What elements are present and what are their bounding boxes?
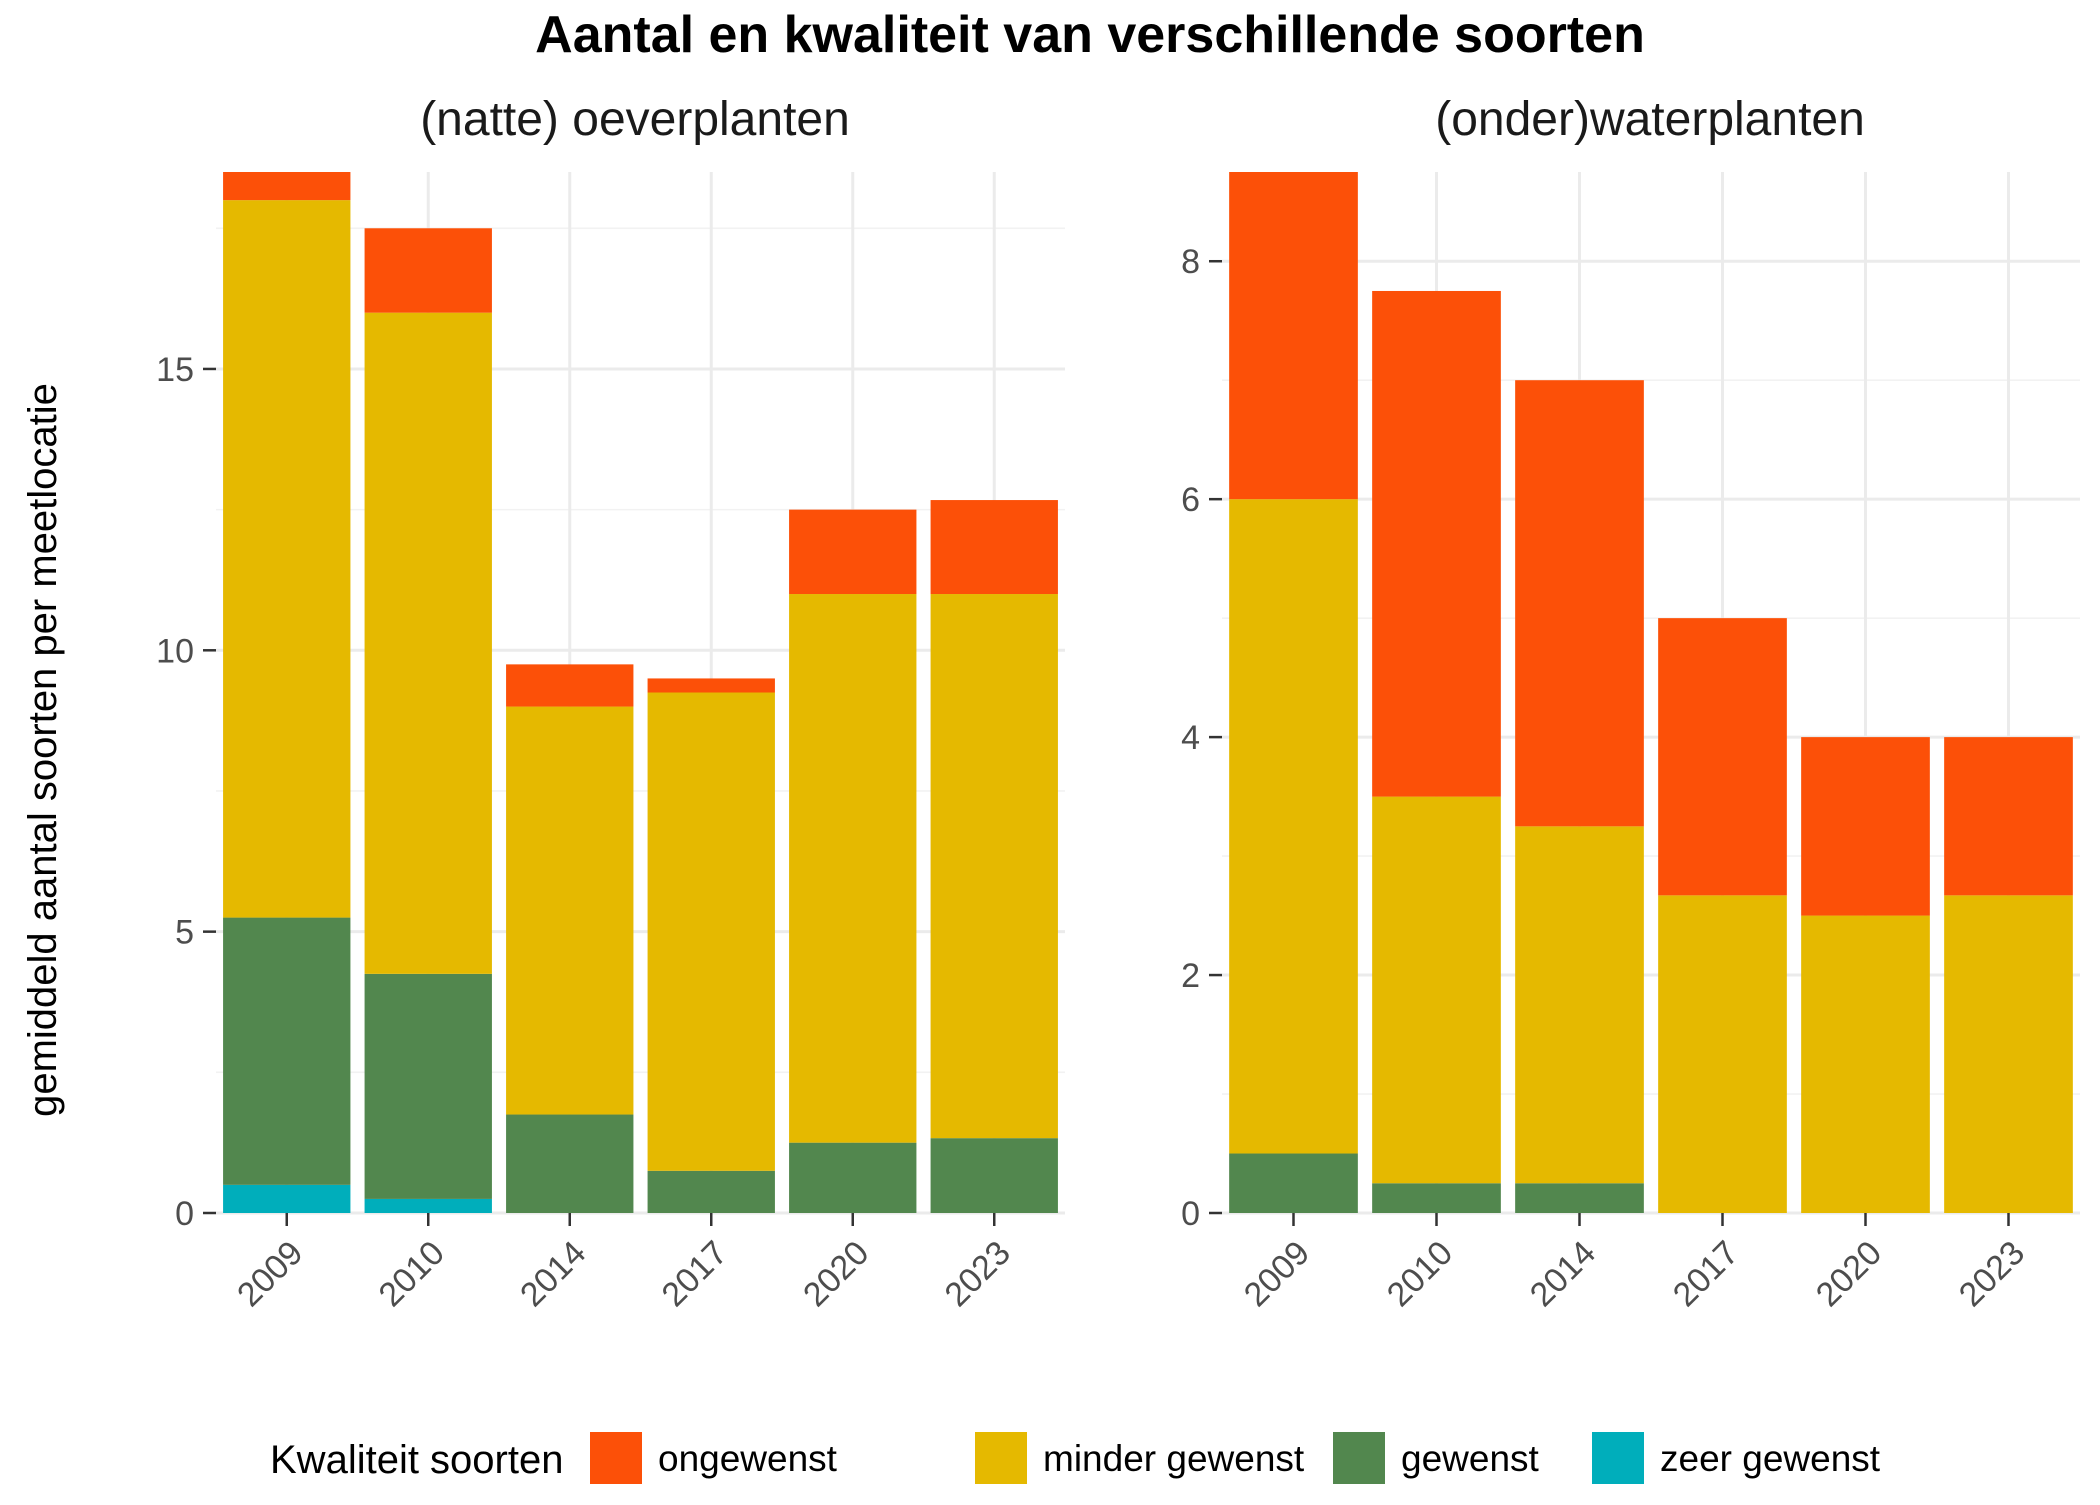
panel-oeverplanten: (natte) oeverplanten 0 5 10 15 2009 2010 2014 2…	[156, 93, 1065, 1314]
bar-segment-minder-gewenst-2014	[1515, 826, 1644, 1184]
bar-segment-gewenst-2009	[1229, 1153, 1358, 1213]
legend: Kwaliteit soorten ongewenst minder gewens…	[270, 1432, 1881, 1484]
bar-segment-gewenst-2023	[930, 1138, 1058, 1213]
bar-segment-gewenst-2009	[223, 917, 351, 1185]
legend-title: Kwaliteit soorten	[270, 1438, 563, 1482]
bar-segment-ongewenst-2020	[1801, 737, 1930, 916]
y-tick-label: 0	[1181, 1195, 1200, 1233]
bar-segment-gewenst-2017	[647, 1170, 775, 1213]
bar-segment-ongewenst-2014	[1515, 380, 1644, 827]
legend-label-minder-gewenst: minder gewenst	[1043, 1438, 1305, 1479]
bar-segment-ongewenst-2010	[1372, 290, 1501, 797]
bar-segment-ongewenst-2020	[789, 509, 917, 595]
legend-key-minder-gewenst	[975, 1432, 1027, 1484]
x-tick-label: 2020	[796, 1234, 876, 1314]
x-tick-label: 2014	[513, 1234, 593, 1314]
bar-segment-ongewenst-2017	[1658, 618, 1787, 896]
y-tick-label: 4	[1181, 719, 1200, 757]
x-tick-label: 2017	[1666, 1234, 1746, 1314]
bar-segment-minder-gewenst-2009	[223, 200, 351, 918]
x-tick-label: 2023	[938, 1234, 1018, 1314]
legend-label-ongewenst: ongewenst	[658, 1438, 838, 1479]
x-tick-label: 2009	[230, 1234, 310, 1314]
x-tick-label: 2014	[1523, 1234, 1603, 1314]
bar-segment-ongewenst-2023	[1944, 737, 2073, 896]
bar-segment-zeer-gewenst-2010	[364, 1198, 492, 1213]
bar-segment-minder-gewenst-2017	[647, 692, 775, 1171]
bar-segment-gewenst-2020	[789, 1142, 917, 1213]
chart-title: Aantal en kwaliteit van verschillende so…	[535, 6, 1645, 64]
bar-segment-gewenst-2014	[506, 1114, 634, 1213]
bar-segment-ongewenst-2014	[506, 664, 634, 707]
bar-segment-gewenst-2010	[1372, 1183, 1501, 1213]
facet-title-oeverplanten: (natte) oeverplanten	[420, 93, 850, 146]
y-tick-label: 6	[1181, 481, 1200, 519]
x-tick-label: 2009	[1237, 1234, 1317, 1314]
bar-segment-minder-gewenst-2009	[1229, 499, 1358, 1154]
bar-segment-gewenst-2014	[1515, 1183, 1644, 1213]
bar-segment-minder-gewenst-2010	[1372, 796, 1501, 1184]
legend-label-gewenst: gewenst	[1401, 1438, 1540, 1479]
bar-segment-minder-gewenst-2020	[1801, 915, 1930, 1213]
bar-segment-ongewenst-2009	[1229, 172, 1358, 500]
legend-key-zeer-gewenst	[1592, 1432, 1644, 1484]
y-tick-label: 2	[1181, 957, 1200, 995]
x-tick-label: 2010	[1380, 1234, 1460, 1314]
y-tick-label: 15	[156, 351, 194, 389]
bar-segment-minder-gewenst-2023	[1944, 895, 2073, 1213]
legend-key-gewenst	[1333, 1432, 1385, 1484]
bar-segment-minder-gewenst-2020	[789, 594, 917, 1143]
bar-segment-minder-gewenst-2017	[1658, 895, 1787, 1213]
y-tick-label: 10	[156, 632, 194, 670]
x-tick-label: 2017	[655, 1234, 735, 1314]
x-tick-label: 2010	[372, 1234, 452, 1314]
bar-segment-gewenst-2010	[364, 973, 492, 1199]
bar-segment-minder-gewenst-2010	[364, 312, 492, 974]
x-tick-label: 2023	[1952, 1234, 2032, 1314]
y-tick-label: 5	[175, 914, 194, 952]
panel-waterplanten: (onder)waterplanten 0 2 4 6 8 2009 2010 2014 201…	[1181, 93, 2080, 1314]
facet-title-waterplanten: (onder)waterplanten	[1435, 93, 1865, 146]
bar-segment-ongewenst-2017	[647, 678, 775, 693]
legend-key-ongewenst	[590, 1432, 642, 1484]
x-tick-label: 2020	[1809, 1234, 1889, 1314]
bar-segment-ongewenst-2009	[223, 172, 351, 201]
legend-label-zeer-gewenst: zeer gewenst	[1660, 1438, 1881, 1479]
y-tick-label: 0	[175, 1195, 194, 1233]
bar-segment-zeer-gewenst-2009	[223, 1184, 351, 1213]
bar-segment-ongewenst-2023	[930, 500, 1058, 595]
bar-segment-ongewenst-2010	[364, 228, 492, 313]
bar-segment-minder-gewenst-2014	[506, 706, 634, 1115]
y-tick-label: 8	[1181, 243, 1200, 281]
bar-segment-minder-gewenst-2023	[930, 594, 1058, 1139]
y-axis-title: gemiddeld aantal soorten per meetlocatie	[21, 383, 65, 1117]
